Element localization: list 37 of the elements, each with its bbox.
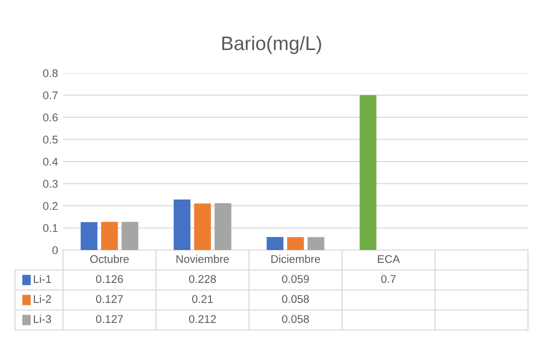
legend-label: Li-1 bbox=[34, 274, 51, 283]
data-label: 0.058 bbox=[282, 295, 309, 303]
data-label: 0.059 bbox=[282, 275, 309, 283]
bar bbox=[308, 237, 324, 250]
bar bbox=[101, 222, 118, 250]
x-tick-label: Octubre bbox=[90, 254, 129, 263]
y-tick-label: 0.8 bbox=[43, 69, 58, 78]
x-tick-label: Noviembre bbox=[176, 254, 229, 263]
legend-label: Li-3 bbox=[34, 314, 52, 323]
legend-label: Li-2 bbox=[34, 294, 51, 303]
bar bbox=[174, 200, 190, 250]
data-label: 0.7 bbox=[381, 275, 396, 283]
y-tick-label: 0 bbox=[52, 246, 58, 254]
data-label: 0.228 bbox=[189, 275, 216, 283]
y-tick-label: 0.6 bbox=[43, 114, 58, 122]
data-label: 0.21 bbox=[192, 295, 213, 303]
data-label: 0.127 bbox=[96, 295, 123, 303]
data-label: 0.127 bbox=[96, 315, 123, 323]
y-tick-label: 0.7 bbox=[43, 91, 58, 100]
y-tick-label: 0.4 bbox=[43, 158, 58, 166]
bar bbox=[122, 222, 138, 250]
bar bbox=[266, 236, 284, 250]
bar bbox=[287, 237, 304, 250]
data-label: 0.126 bbox=[96, 275, 123, 283]
chart-title: Bario(mg/L) bbox=[222, 36, 322, 54]
data-label: 0.212 bbox=[189, 315, 216, 323]
data-label: 0.058 bbox=[282, 315, 309, 323]
bar bbox=[194, 204, 211, 250]
bar bbox=[360, 95, 376, 250]
bar bbox=[80, 222, 98, 250]
y-tick-label: 0.3 bbox=[43, 180, 58, 188]
bar bbox=[214, 203, 232, 250]
y-tick-label: 0.2 bbox=[43, 202, 58, 210]
x-tick-label: ECA bbox=[378, 255, 400, 263]
x-tick-label: Diciembre bbox=[271, 254, 320, 263]
y-tick-label: 0.1 bbox=[43, 224, 58, 232]
y-tick-label: 0.5 bbox=[43, 136, 58, 144]
